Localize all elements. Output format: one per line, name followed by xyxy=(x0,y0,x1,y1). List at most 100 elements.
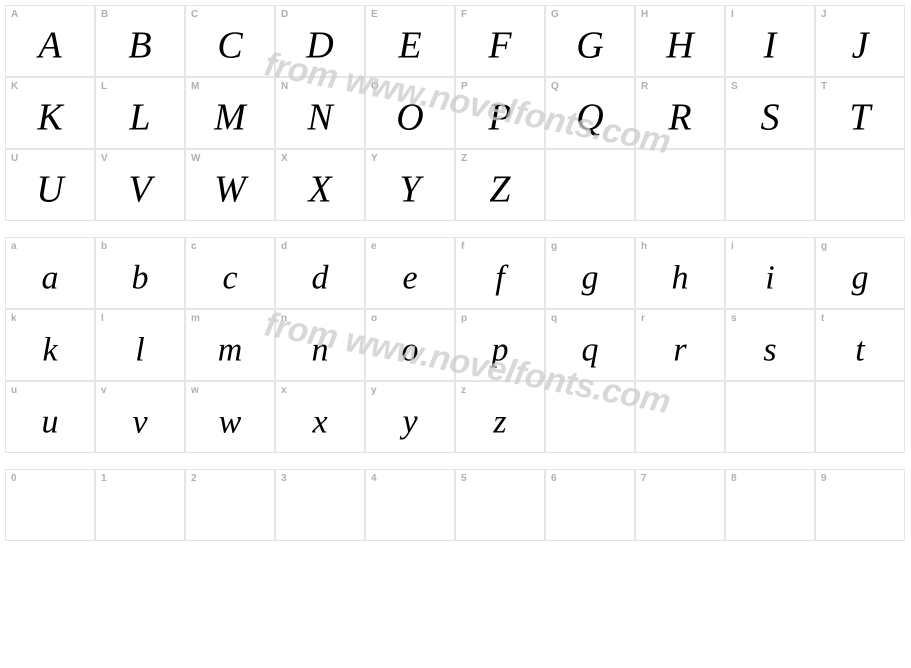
glyph-cell-glyph: S xyxy=(761,95,780,139)
glyph-cell: aa xyxy=(5,237,95,309)
glyph-cell xyxy=(725,381,815,453)
glyph-cell-label: 5 xyxy=(461,473,467,484)
glyph-cell: MM xyxy=(185,77,275,149)
glyph-cell: ss xyxy=(725,309,815,381)
glyph-cell: TT xyxy=(815,77,905,149)
glyph-row: AABBCCDDEEFFGGHHIIJJ xyxy=(5,5,906,77)
glyph-row: KKLLMMNNOOPPQQRRSSTT xyxy=(5,77,906,149)
glyph-row: 0123456789 xyxy=(5,469,906,541)
glyph-cell-label: Z xyxy=(461,153,467,164)
glyph-cell-label: o xyxy=(371,313,377,324)
glyph-cell: oo xyxy=(365,309,455,381)
glyph-cell-label: c xyxy=(191,241,197,252)
glyph-cell-glyph: y xyxy=(402,404,417,442)
glyph-cell-glyph: P xyxy=(488,95,511,139)
glyph-cell-label: t xyxy=(821,313,824,324)
glyph-cell-label: P xyxy=(461,81,468,92)
glyph-cell-glyph: X xyxy=(308,167,331,211)
glyph-cell: II xyxy=(725,5,815,77)
glyph-cell xyxy=(815,149,905,221)
section-gap xyxy=(5,453,906,469)
glyph-cell: 3 xyxy=(275,469,365,541)
glyph-cell-glyph: g xyxy=(582,260,599,298)
glyph-cell: 9 xyxy=(815,469,905,541)
glyph-cell-label: H xyxy=(641,9,648,20)
glyph-cell-glyph: f xyxy=(495,260,504,298)
glyph-cell: mm xyxy=(185,309,275,381)
section-gap xyxy=(5,221,906,237)
glyph-cell: dd xyxy=(275,237,365,309)
glyph-cell-label: D xyxy=(281,9,288,20)
glyph-cell-glyph: M xyxy=(214,95,246,139)
glyph-cell-glyph: m xyxy=(218,332,243,370)
glyph-cell-label: m xyxy=(191,313,200,324)
glyph-cell-glyph: b xyxy=(132,260,149,298)
glyph-cell-label: I xyxy=(731,9,734,20)
glyph-cell-label: a xyxy=(11,241,17,252)
glyph-cell-glyph: Q xyxy=(576,95,603,139)
glyph-cell-label: O xyxy=(371,81,379,92)
glyph-cell: AA xyxy=(5,5,95,77)
glyph-cell xyxy=(725,149,815,221)
glyph-cell-label: 8 xyxy=(731,473,737,484)
glyph-cell-label: M xyxy=(191,81,199,92)
glyph-cell: LL xyxy=(95,77,185,149)
glyph-cell-label: 2 xyxy=(191,473,197,484)
glyph-cell-label: W xyxy=(191,153,200,164)
glyph-cell: kk xyxy=(5,309,95,381)
glyph-cell-glyph: J xyxy=(852,23,869,67)
glyph-cell-label: Y xyxy=(371,153,378,164)
glyph-row: UUVVWWXXYYZZ xyxy=(5,149,906,221)
glyph-cell-glyph: x xyxy=(312,404,327,442)
glyph-cell-glyph: F xyxy=(488,23,511,67)
glyph-cell: uu xyxy=(5,381,95,453)
glyph-cell-glyph: O xyxy=(396,95,423,139)
glyph-cell-glyph: a xyxy=(42,260,59,298)
glyph-row: uuvvwwxxyyzz xyxy=(5,381,906,453)
glyph-cell-glyph: k xyxy=(42,332,57,370)
glyph-cell: CC xyxy=(185,5,275,77)
glyph-cell: 1 xyxy=(95,469,185,541)
glyph-cell-glyph: q xyxy=(582,332,599,370)
glyph-cell: nn xyxy=(275,309,365,381)
glyph-cell-label: r xyxy=(641,313,645,324)
glyph-cell: qq xyxy=(545,309,635,381)
glyph-cell xyxy=(635,381,725,453)
glyph-cell-label: 7 xyxy=(641,473,647,484)
glyph-cell-glyph: z xyxy=(493,404,506,442)
glyph-cell-label: g xyxy=(551,241,557,252)
glyph-cell-label: S xyxy=(731,81,738,92)
glyph-cell-glyph: o xyxy=(402,332,419,370)
glyph-cell xyxy=(545,149,635,221)
glyph-cell: OO xyxy=(365,77,455,149)
glyph-cell: bb xyxy=(95,237,185,309)
glyph-cell-label: h xyxy=(641,241,647,252)
glyph-cell-label: q xyxy=(551,313,557,324)
glyph-cell-glyph: t xyxy=(855,332,864,370)
glyph-cell-label: y xyxy=(371,385,377,396)
glyph-cell-label: B xyxy=(101,9,108,20)
glyph-cell-glyph: n xyxy=(312,332,329,370)
glyph-cell-label: J xyxy=(821,9,827,20)
glyph-cell-glyph: g xyxy=(852,260,869,298)
glyph-cell-glyph: N xyxy=(307,95,332,139)
glyph-cell: UU xyxy=(5,149,95,221)
glyph-cell-glyph: H xyxy=(666,23,693,67)
glyph-cell: VV xyxy=(95,149,185,221)
glyph-cell: tt xyxy=(815,309,905,381)
glyph-cell: KK xyxy=(5,77,95,149)
glyph-cell-label: C xyxy=(191,9,198,20)
glyph-cell-glyph: Y xyxy=(399,167,420,211)
glyph-cell-label: A xyxy=(11,9,18,20)
glyph-cell: 5 xyxy=(455,469,545,541)
glyph-cell-glyph: e xyxy=(402,260,417,298)
glyph-cell: NN xyxy=(275,77,365,149)
glyph-row: kkllmmnnooppqqrrsstt xyxy=(5,309,906,381)
glyph-cell-glyph: I xyxy=(764,23,777,67)
glyph-cell: RR xyxy=(635,77,725,149)
glyph-cell-glyph: l xyxy=(135,332,144,370)
glyph-cell-glyph: L xyxy=(129,95,150,139)
glyph-cell-label: u xyxy=(11,385,17,396)
glyph-cell: ff xyxy=(455,237,545,309)
glyph-cell xyxy=(635,149,725,221)
